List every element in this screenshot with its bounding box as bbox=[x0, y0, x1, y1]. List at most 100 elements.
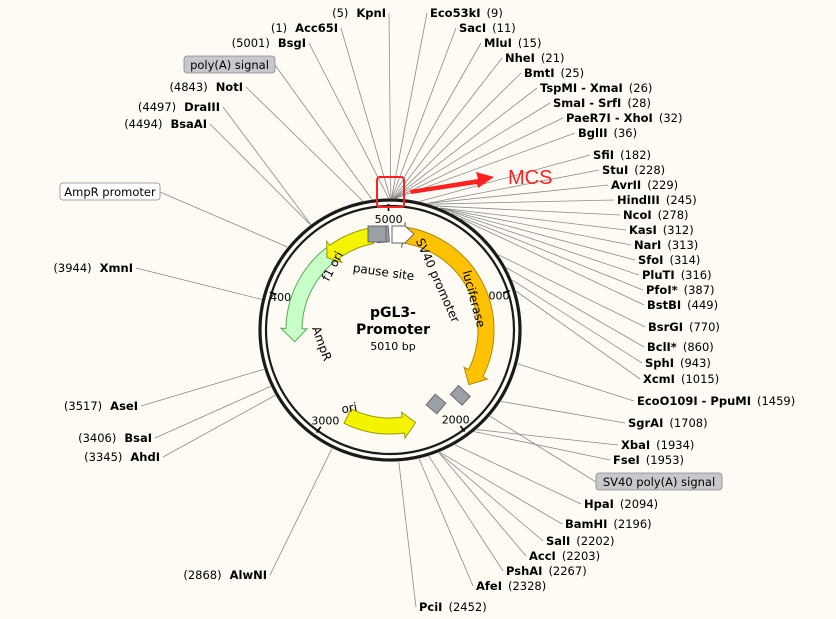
site-position: (2094) bbox=[620, 497, 658, 511]
f1-ori-arrow bbox=[326, 227, 375, 264]
site-bsgi: (5001) BsgI bbox=[232, 36, 306, 50]
site-label: SfiI (182) bbox=[593, 148, 651, 162]
site-position: (2202) bbox=[576, 534, 614, 548]
site-label: (4497) DraIII bbox=[138, 100, 220, 114]
site-label: SgrAI (1708) bbox=[628, 416, 708, 430]
site-stui: StuI (228) bbox=[602, 163, 665, 177]
site-sfoi: SfoI (314) bbox=[638, 253, 700, 267]
site-pluti: PluTI (316) bbox=[642, 268, 712, 282]
site-label: HindIII (245) bbox=[617, 193, 697, 207]
site-sfii: SfiI (182) bbox=[593, 148, 651, 162]
site-smai-srfi: SmaI - SrfI (28) bbox=[553, 96, 651, 110]
site-fsei: FseI (1953) bbox=[613, 453, 684, 467]
restriction-site-labels: Eco53kI (9)SacI (11)MluI (15)NheI (21)BmtI (2… bbox=[53, 6, 795, 614]
site-bamhi: BamHI (2196) bbox=[565, 517, 652, 531]
site-nhei: NheI (21) bbox=[505, 51, 565, 65]
site-nari: NarI (313) bbox=[634, 238, 698, 252]
site-name: PaeR7I - XhoI bbox=[566, 111, 653, 125]
site-position: (943) bbox=[680, 356, 711, 370]
leader-line bbox=[440, 207, 640, 276]
site-position: (3944) bbox=[53, 261, 91, 275]
site-label: Eco53kI (9) bbox=[430, 6, 503, 20]
tick-label: 2000 bbox=[442, 413, 470, 426]
site-hindiii: HindIII (245) bbox=[617, 193, 697, 207]
leader-line bbox=[394, 87, 538, 199]
feature-callouts: poly(A) signal AmpR promoter SV40 poly(A) … bbox=[59, 55, 723, 491]
leader-line bbox=[340, 27, 391, 199]
leader-line bbox=[498, 254, 646, 328]
callout-box bbox=[59, 182, 161, 201]
site-label: BclI* (860) bbox=[647, 340, 714, 354]
site-position: (1459) bbox=[757, 394, 795, 408]
pause-site-box-2 bbox=[367, 225, 387, 243]
site-name: PfoI* bbox=[646, 283, 678, 297]
tick-label: 5000 bbox=[375, 213, 403, 226]
site-label: (1) Acc65I bbox=[271, 21, 338, 35]
leader-line bbox=[454, 444, 582, 505]
backbone-outer bbox=[258, 198, 522, 462]
site-avrii: AvrII (229) bbox=[611, 178, 678, 192]
site-pfoi: PfoI* (387) bbox=[646, 283, 715, 297]
site-name: XbaI bbox=[621, 438, 650, 452]
site-label: KasI (312) bbox=[629, 223, 694, 237]
leader-line bbox=[418, 458, 474, 587]
tick-mark bbox=[459, 425, 466, 433]
callout-text: SV40 poly(A) signal bbox=[603, 475, 715, 489]
mcs-label: MCS bbox=[508, 167, 552, 189]
site-name: AvrII bbox=[611, 178, 641, 192]
site-bcli: BclI* (860) bbox=[647, 340, 714, 354]
leader-line bbox=[308, 42, 389, 199]
sv40-polya-signal-label: SV40 poly(A) signal bbox=[595, 472, 723, 491]
leader-line bbox=[451, 212, 644, 291]
site-label: (5001) BsgI bbox=[232, 36, 306, 50]
site-label: NheI (21) bbox=[505, 51, 565, 65]
site-position: (25) bbox=[561, 66, 585, 80]
leader-line bbox=[427, 169, 600, 204]
site-position: (860) bbox=[683, 340, 714, 354]
site-label: BmtI (25) bbox=[524, 66, 584, 80]
leader-line bbox=[245, 86, 363, 202]
site-position: (449) bbox=[687, 298, 718, 312]
site-name: PshAI bbox=[506, 564, 542, 578]
site-name: AfeI bbox=[476, 579, 502, 593]
leader-line bbox=[140, 368, 265, 407]
site-label: (3944) XmnI bbox=[53, 261, 133, 275]
site-position: (2452) bbox=[448, 600, 486, 614]
site-name: FseI bbox=[613, 453, 640, 467]
site-label: HpaI (2094) bbox=[584, 497, 658, 511]
site-name: BsgI bbox=[278, 36, 306, 50]
site-name: HindIII bbox=[617, 193, 660, 207]
site-position: (36) bbox=[614, 126, 638, 140]
site-position: (1708) bbox=[669, 416, 707, 430]
site-position: (2196) bbox=[613, 517, 651, 531]
leader-line bbox=[506, 267, 645, 348]
site-xbai: XbaI (1934) bbox=[621, 438, 694, 452]
site-position: (26) bbox=[629, 81, 653, 95]
site-name: XmnI bbox=[100, 261, 133, 275]
site-name: KpnI bbox=[356, 6, 386, 20]
site-label: PciI (2452) bbox=[419, 600, 487, 614]
site-name: PluTI bbox=[642, 268, 675, 282]
site-label: BamHI (2196) bbox=[565, 517, 652, 531]
site-label: XcmI (1015) bbox=[643, 372, 719, 386]
leader-line bbox=[440, 207, 636, 261]
site-saci: SacI (11) bbox=[459, 21, 516, 35]
site-name: AccI bbox=[529, 549, 556, 563]
site-position: (5) bbox=[332, 6, 348, 20]
site-position: (21) bbox=[541, 51, 565, 65]
site-label: SalI (2202) bbox=[546, 534, 615, 548]
site-label: (3406) BsaI bbox=[78, 431, 152, 445]
site-name: Acc65I bbox=[295, 21, 338, 35]
site-name: PciI bbox=[419, 600, 442, 614]
site-label: NcoI (278) bbox=[623, 208, 689, 222]
site-acci: AccI (2203) bbox=[529, 549, 600, 563]
ori-arrow bbox=[343, 408, 417, 440]
site-position: (4494) bbox=[124, 117, 162, 131]
site-label: PaeR7I - XhoI (32) bbox=[566, 111, 682, 125]
leader-line bbox=[517, 363, 635, 402]
leader-line bbox=[440, 207, 627, 231]
site-name: SfoI bbox=[638, 253, 663, 267]
site-name: Eco53kI bbox=[430, 6, 481, 20]
